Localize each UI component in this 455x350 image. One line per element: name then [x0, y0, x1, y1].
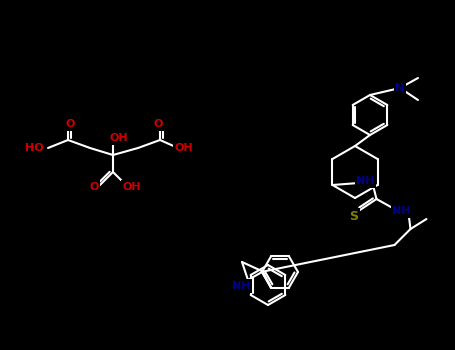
Text: NH: NH: [232, 281, 250, 291]
Text: OH: OH: [123, 182, 142, 192]
Text: S: S: [349, 210, 358, 223]
Text: O: O: [153, 119, 163, 129]
Text: O: O: [66, 119, 75, 129]
Text: N: N: [395, 83, 404, 93]
Text: O: O: [89, 182, 99, 192]
Text: NH: NH: [392, 206, 411, 216]
Text: NH: NH: [356, 176, 375, 186]
Text: HO: HO: [25, 143, 44, 153]
Text: OH: OH: [110, 133, 128, 143]
Text: OH: OH: [175, 143, 193, 153]
